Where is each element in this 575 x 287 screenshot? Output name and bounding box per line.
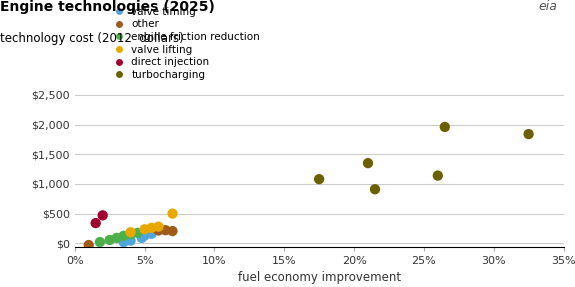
- other: [154, 228, 163, 233]
- direct injection: [98, 213, 108, 218]
- turbocharging: [315, 177, 324, 181]
- other: [168, 229, 177, 233]
- X-axis label: fuel economy improvement: fuel economy improvement: [237, 272, 401, 284]
- valve lifting: [126, 230, 135, 234]
- engine friction reduction: [112, 236, 121, 240]
- direct injection: [91, 221, 100, 225]
- valve timing: [137, 236, 147, 240]
- valve lifting: [147, 226, 156, 230]
- turbocharging: [433, 173, 442, 178]
- Text: eia: eia: [539, 0, 558, 13]
- valve timing: [119, 240, 128, 244]
- turbocharging: [370, 187, 380, 191]
- valve lifting: [140, 227, 149, 232]
- engine friction reduction: [105, 238, 114, 242]
- engine friction reduction: [133, 230, 142, 235]
- valve timing: [140, 233, 149, 238]
- turbocharging: [440, 125, 450, 129]
- turbocharging: [363, 161, 373, 165]
- valve timing: [147, 232, 156, 236]
- valve lifting: [168, 211, 177, 216]
- valve timing: [126, 238, 135, 243]
- engine friction reduction: [95, 240, 105, 244]
- other: [161, 228, 170, 232]
- Legend: valve timing, other, engine friction reduction, valve lifting, direct injection,: valve timing, other, engine friction red…: [105, 3, 264, 84]
- valve lifting: [154, 224, 163, 229]
- engine friction reduction: [119, 234, 128, 238]
- Text: technology cost (2012  dollars): technology cost (2012 dollars): [0, 32, 184, 44]
- other: [84, 243, 93, 247]
- turbocharging: [524, 132, 533, 136]
- Text: Engine technologies (2025): Engine technologies (2025): [0, 0, 215, 14]
- engine friction reduction: [126, 232, 135, 236]
